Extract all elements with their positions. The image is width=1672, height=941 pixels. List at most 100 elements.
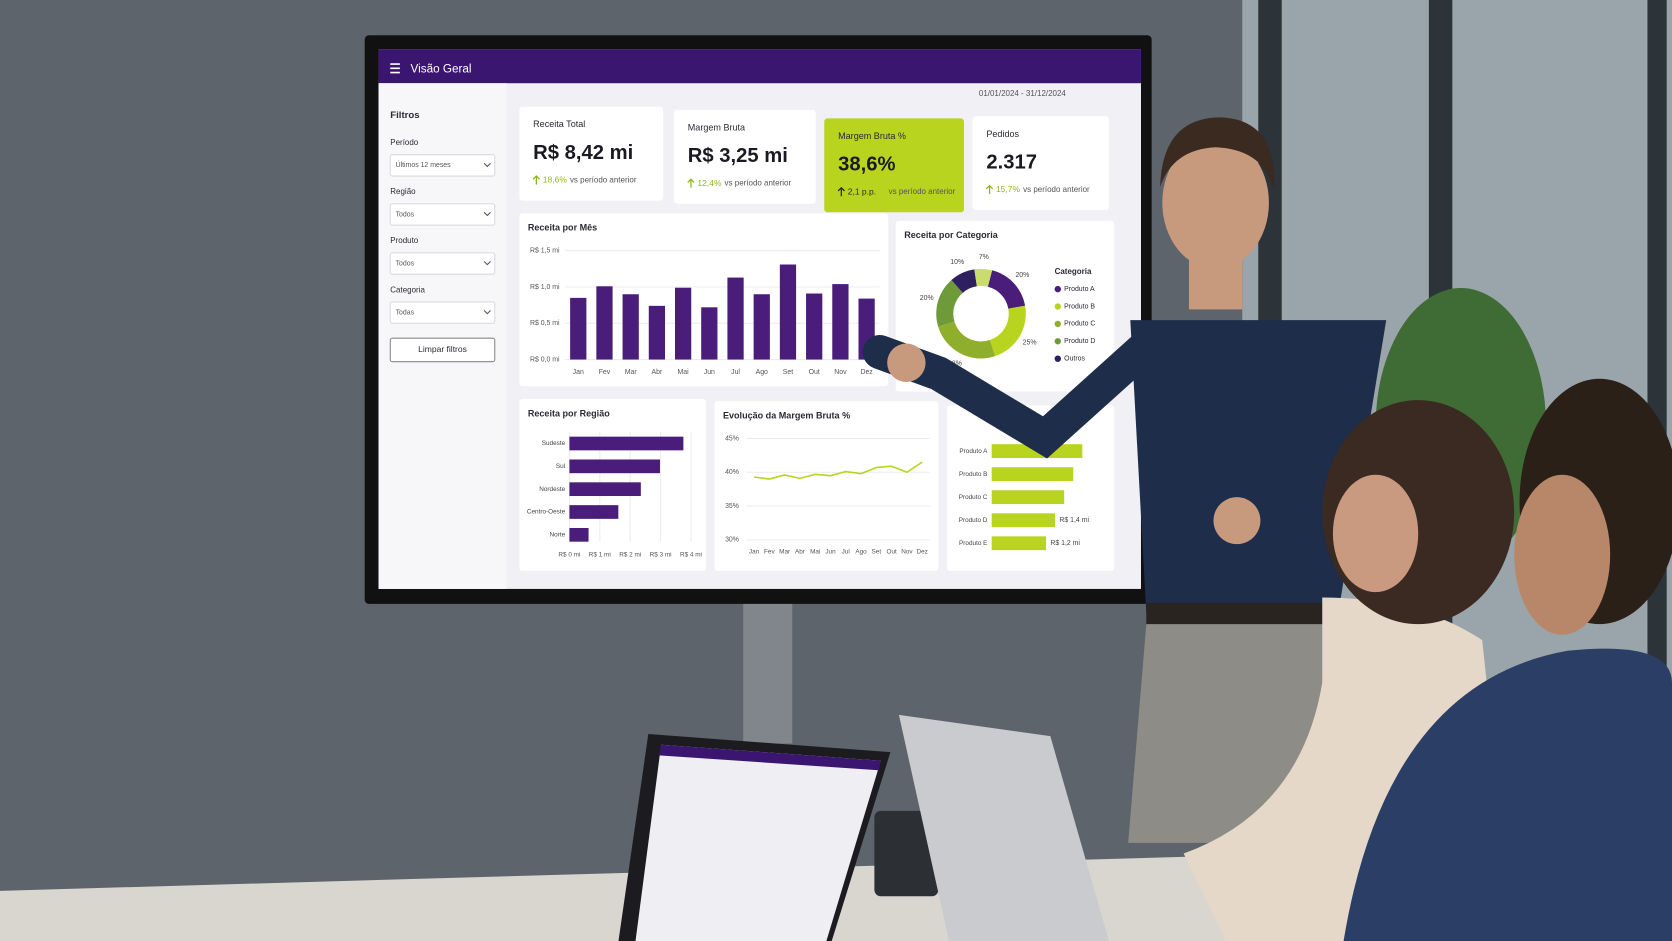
bar — [727, 277, 744, 360]
kpi-card — [972, 116, 1109, 211]
y-tick-label: 45% — [725, 435, 739, 442]
x-tick-label: Nov — [901, 548, 913, 555]
x-tick-label: Jun — [825, 548, 836, 555]
kpi-note: vs período anterior — [570, 175, 637, 184]
x-tick-label: Mai — [678, 369, 690, 376]
attendee-jacket — [1343, 648, 1672, 941]
bar — [806, 293, 823, 360]
kpi-card — [673, 109, 816, 204]
legend-swatch — [1054, 303, 1061, 310]
legend-swatch — [1054, 338, 1061, 345]
bar — [569, 459, 660, 474]
attendee-face — [1332, 474, 1419, 593]
x-tick-label: Jul — [842, 548, 850, 555]
y-tick-label: Nordeste — [539, 486, 565, 493]
head — [1162, 136, 1269, 269]
y-tick-label: Produto D — [959, 517, 988, 524]
kpi-value: R$ 8,42 mi — [533, 142, 633, 164]
panel — [895, 220, 1115, 392]
x-tick-label: Jul — [731, 369, 740, 376]
chart-title: Receita por Mês — [528, 223, 597, 233]
bar — [570, 297, 587, 360]
mug — [874, 810, 939, 897]
x-tick-label: Mar — [779, 548, 791, 555]
up-arrow — [837, 186, 845, 197]
menu-icon — [390, 63, 400, 74]
y-tick-label: Centro-Oeste — [527, 509, 566, 516]
bar — [569, 436, 684, 451]
clear-button-label: Limpar filtros — [418, 344, 467, 354]
belt — [1146, 602, 1333, 627]
x-tick-label: Mar — [625, 369, 638, 376]
slice-label: 10% — [950, 259, 964, 266]
dropdown-icon — [483, 211, 491, 217]
mullion — [1647, 0, 1667, 747]
bar — [779, 264, 797, 360]
up-arrow — [985, 184, 994, 195]
bar — [701, 307, 718, 360]
bar — [569, 527, 589, 542]
x-tick-label: Ago — [855, 548, 867, 555]
donut-slice — [987, 270, 1026, 309]
donut-slice — [974, 268, 993, 287]
legend-label: Produto B — [1064, 303, 1095, 310]
panel — [714, 401, 939, 571]
bar — [753, 294, 770, 360]
y-tick-label: R$ 1,0 mi — [530, 284, 560, 291]
y-tick-label: R$ 0,5 mi — [530, 320, 560, 327]
bar — [991, 536, 1047, 551]
x-tick-label: Out — [809, 369, 820, 376]
presenter — [862, 117, 1387, 843]
dropdown-icon — [483, 310, 491, 315]
donut-slice — [989, 305, 1026, 357]
y-tick-label: 40% — [725, 469, 739, 476]
filter-label: Região — [390, 187, 416, 196]
clear-button[interactable] — [389, 337, 496, 363]
x-tick-label: R$ 1 mi — [589, 551, 611, 558]
dropdown-icon — [483, 261, 491, 266]
date-range: 01/01/2024 - 31/12/2024 — [979, 89, 1067, 98]
x-tick-label: Mai — [810, 548, 820, 555]
y-tick-label: Sudeste — [542, 440, 566, 447]
legend-swatch — [1054, 285, 1061, 293]
dropdown-icon — [483, 162, 491, 168]
kpi-value: 38,6% — [838, 154, 895, 176]
dashboard: Período Últimos 12 meses Região Todos Produt… — [389, 106, 1115, 571]
laptop-header — [658, 744, 881, 771]
filter-label: Produto — [390, 236, 419, 245]
hand — [887, 343, 926, 382]
kpi-note: vs período anterior — [725, 179, 792, 188]
legend-label: Produto D — [1064, 338, 1095, 345]
laptop — [898, 714, 1109, 941]
up-arrow — [687, 178, 695, 188]
chart-title: Receita por Categoria — [904, 230, 998, 240]
hair — [1160, 117, 1275, 190]
filter-value: Últimos 12 meses — [396, 160, 452, 169]
slice-label: 25% — [1023, 339, 1037, 346]
filter-value: Todas — [396, 309, 415, 316]
kpi-change: 15,7% — [996, 184, 1021, 194]
y-tick-label: Sul — [556, 463, 565, 470]
legend-title: Categoria — [1055, 267, 1092, 276]
bar — [596, 286, 613, 360]
x-tick-label: Abr — [795, 548, 806, 555]
value-label: R$ 1,2 mi — [1050, 540, 1080, 547]
x-tick-label: Jan — [573, 369, 584, 376]
legend-label: Produto C — [1064, 321, 1095, 328]
x-tick-label: Set — [783, 369, 793, 376]
filter-select — [389, 154, 496, 177]
legend-swatch — [1054, 355, 1061, 362]
kpi-value: R$ 3,25 mi — [688, 145, 788, 167]
kpi-label: Pedidos — [986, 129, 1019, 139]
hand — [1213, 497, 1261, 545]
shirt — [1130, 320, 1387, 614]
kpi-label: Receita Total — [533, 119, 585, 129]
bar — [991, 490, 1065, 505]
slice-label: 7% — [979, 254, 989, 261]
x-tick-label: Fev — [599, 369, 611, 376]
y-tick-label: Norte — [550, 532, 566, 539]
chart-title: Evolução da Margem Bruta % — [723, 410, 850, 420]
filter-label: Categoria — [390, 285, 425, 294]
